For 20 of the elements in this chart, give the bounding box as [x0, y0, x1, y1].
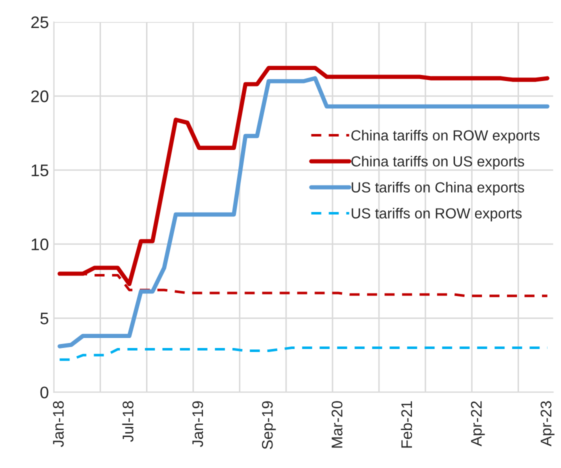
y-tick-label: 20	[31, 90, 48, 102]
x-tick-label: Jan-18	[52, 401, 64, 447]
y-tick-label: 0	[40, 386, 48, 398]
y-tick-label: 15	[32, 164, 48, 176]
legend-label: China tariffs on US exports	[351, 156, 524, 170]
x-tick-label: Feb-21	[400, 401, 412, 448]
x-tick-label: Jan-19	[192, 401, 204, 447]
x-tick-label: Sep-19	[262, 401, 276, 450]
x-tick-label: Jul-18	[122, 401, 134, 442]
y-tick-label: 5	[40, 312, 48, 324]
x-tick-label: Mar-20	[332, 401, 342, 448]
legend-label: US tariffs on China exports	[352, 182, 524, 196]
line-series	[58, 76, 550, 348]
y-tick-label: 10	[32, 238, 48, 250]
x-tick-label: Apr-23	[540, 401, 554, 446]
legend-label: US tariffs on ROW exports	[352, 208, 522, 222]
x-tick-label: Apr-22	[470, 401, 485, 446]
legend-label: China tariffs on ROW exports	[351, 130, 540, 144]
line-series	[58, 346, 549, 361]
y-tick-label: 25	[31, 16, 48, 28]
